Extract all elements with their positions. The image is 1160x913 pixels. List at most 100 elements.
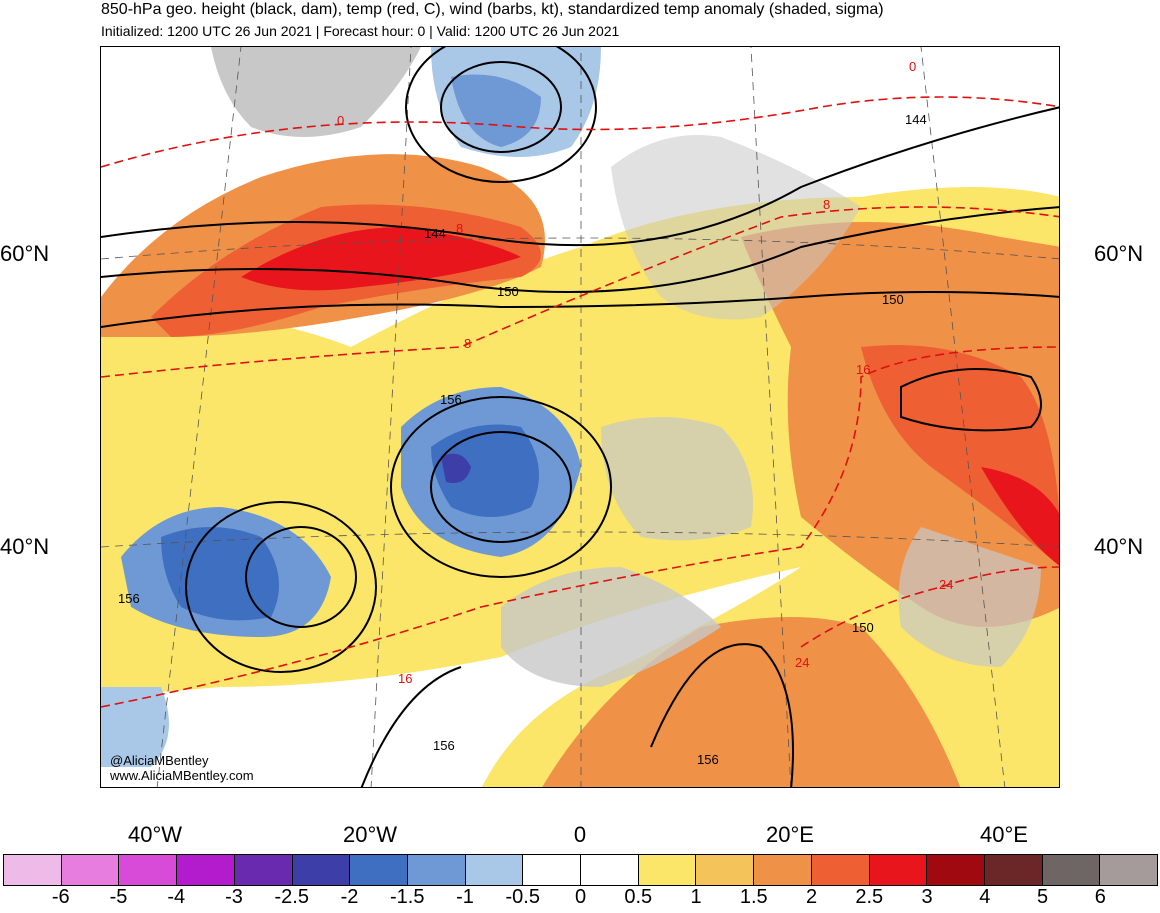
colorbar-swatch	[61, 855, 120, 885]
colorbar-swatch	[869, 855, 928, 885]
chart-title: 850-hPa geo. height (black, dam), temp (…	[101, 1, 884, 18]
height-label-144-north: 144	[905, 112, 927, 127]
colorbar-swatch	[407, 855, 466, 885]
height-contour-156-atlantic	[360, 666, 462, 787]
temp-label-8-mid: 8	[464, 336, 472, 351]
lon-label-20w: 20°W	[342, 822, 398, 847]
colorbar-tick-label: 0	[574, 886, 587, 908]
lat-label-60n-left: 60°N	[0, 241, 50, 266]
colorbar-tick-label: -1	[456, 886, 474, 908]
colorbar-swatch	[696, 855, 755, 885]
credit-url: www.AliciaMBentley.com	[110, 768, 254, 783]
temp-contour-24	[800, 566, 1059, 648]
graticule-lon-20e	[750, 47, 792, 787]
colorbar-swatch	[1042, 855, 1101, 885]
colorbar-swatch	[177, 855, 235, 885]
graticule-lon-40e	[920, 47, 1006, 787]
height-contours	[101, 47, 1059, 787]
anomaly-darkblue-west-europe	[441, 453, 471, 483]
colorbar-swatch	[638, 855, 697, 885]
height-contour-147	[101, 206, 1059, 293]
anomaly-orange-africa	[542, 617, 961, 787]
colorbar-tick-label: -3	[225, 886, 243, 908]
iberia-land	[501, 567, 721, 687]
weather-map-svg	[101, 47, 1059, 787]
colorbar-swatch	[234, 855, 293, 885]
lat-label-40n-right: 40°N	[1094, 534, 1144, 559]
colorbar-swatch	[1100, 855, 1158, 885]
height-contour-low-north-2	[405, 47, 597, 183]
anomaly-darkred-caspian	[981, 467, 1059, 566]
colorbar-tick-label: -4	[167, 886, 186, 908]
lon-label-0: 0	[573, 822, 587, 847]
colorbar-swatch	[754, 855, 812, 885]
colorbar-tick-label: 1.5	[739, 886, 768, 908]
temp-label-8-atlantic: 8	[456, 221, 464, 236]
temp-label-16-east: 16	[856, 362, 871, 377]
colorbar-swatch	[927, 855, 985, 885]
temp-label-0-east: 0	[909, 59, 917, 74]
graticule-lon-40w	[156, 47, 242, 787]
height-contour-low-west-europe-2	[390, 396, 612, 578]
colorbar-swatch	[465, 855, 524, 885]
colorbar-tick-label: 4	[979, 886, 991, 908]
greenland-land	[211, 47, 421, 137]
colorbar-swatch	[811, 855, 870, 885]
colorbar-tick-label: -5	[109, 886, 128, 908]
credit-handle: @AliciaMBentley	[110, 753, 209, 768]
anomaly-blue-north-core	[451, 74, 541, 147]
weather-map	[100, 46, 1060, 788]
height-contour-high-russia	[900, 368, 1042, 432]
height-contour-low-west-europe	[430, 431, 572, 543]
colorbar-tick-label: -0.5	[505, 886, 540, 908]
height-label-156-mid-atlantic: 156	[118, 591, 140, 606]
temp-label-8-east: 8	[823, 197, 831, 212]
anomaly-blue-west-europe-core	[431, 424, 539, 517]
chart-subtitle: Initialized: 1200 UTC 26 Jun 2021 | Fore…	[101, 23, 620, 39]
height-contour-156-africa	[650, 643, 794, 787]
colorbar-swatch	[350, 855, 408, 885]
height-contour-low-north-1	[440, 61, 562, 153]
colorbar-tick-label: -2.5	[274, 886, 309, 908]
temp-label-24-east: 24	[939, 577, 954, 592]
colorbar-tick-label: -6	[51, 886, 70, 908]
height-label-150-black-sea: 150	[852, 620, 874, 635]
height-label-150-east: 150	[882, 292, 904, 307]
temp-contour-16	[101, 346, 1059, 708]
colorbar-tick-label: 3	[921, 886, 933, 908]
height-label-144-atlantic: 144	[424, 226, 446, 241]
colorbar-swatch	[292, 855, 351, 885]
graticule-lon-20w	[370, 47, 412, 787]
colorbar-tick-label: 2.5	[855, 886, 884, 908]
anomaly-blue-southwest	[101, 687, 169, 767]
colorbar-tick-label: -2	[340, 886, 359, 908]
black-sea-region-land	[898, 527, 1041, 667]
colorbar-swatch	[523, 855, 582, 885]
colorbar-swatch	[984, 855, 1043, 885]
height-contour-150	[101, 291, 1059, 328]
colorbar-swatch	[4, 855, 62, 885]
height-label-156-south: 156	[433, 738, 455, 753]
height-contour-low-mid-atlantic-2	[185, 501, 377, 673]
lat-label-60n-right: 60°N	[1094, 241, 1144, 266]
temp-label-16-west: 16	[398, 671, 413, 686]
height-contour-144	[101, 106, 1059, 247]
lon-label-20e: 20°E	[766, 822, 814, 847]
anomaly-darkred-north-atlantic	[241, 227, 521, 291]
temp-label-0-west: 0	[337, 113, 345, 128]
lon-label-40w: 40°W	[127, 822, 183, 847]
colorbar-swatch	[581, 855, 639, 885]
height-label-150-atlantic: 150	[497, 284, 519, 299]
colorbar-tick-label: 6	[1094, 886, 1106, 908]
temp-contour-0	[101, 96, 1059, 168]
lat-label-40n-left: 40°N	[0, 534, 50, 559]
temp-contour-8	[101, 206, 1059, 378]
central-europe-land	[601, 417, 753, 541]
height-contour-low-mid-atlantic	[245, 526, 357, 628]
graticule	[101, 47, 1059, 787]
lon-label-40e: 40°E	[980, 822, 1028, 847]
colorbar-tick-label: -1.5	[390, 886, 425, 908]
anomaly-colorbar	[3, 854, 1158, 886]
temp-label-24-south: 24	[795, 655, 810, 670]
scandinavia-land	[611, 135, 861, 320]
